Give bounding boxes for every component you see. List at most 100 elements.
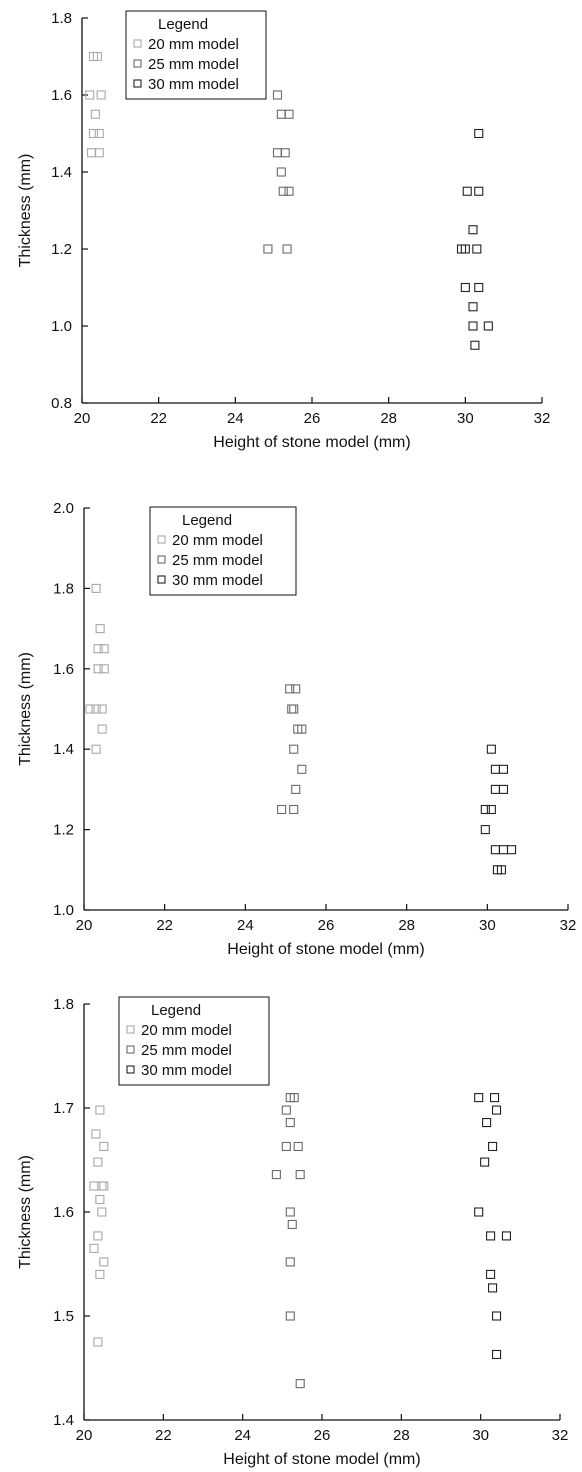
x-tick-label: 24 <box>234 1427 251 1444</box>
series-1 <box>85 583 109 754</box>
series-2 <box>263 90 294 254</box>
data-point <box>89 1181 99 1191</box>
data-point <box>291 684 301 694</box>
data-point <box>297 764 307 774</box>
data-point <box>276 167 286 177</box>
legend-box <box>118 996 270 1086</box>
data-point <box>490 764 500 774</box>
x-tick-label: 20 <box>76 1427 93 1444</box>
data-point <box>480 804 490 815</box>
data-point <box>468 302 478 312</box>
x-tick-label: 26 <box>318 917 335 934</box>
y-tick-label: 1.8 <box>53 580 74 597</box>
data-point <box>285 684 295 694</box>
x-tick-label: 28 <box>380 410 397 427</box>
data-point <box>491 1349 502 1360</box>
x-tick-label: 24 <box>237 917 254 934</box>
x-tick-label: 32 <box>534 410 551 427</box>
data-point <box>297 724 307 734</box>
data-point <box>88 128 99 139</box>
data-point <box>97 704 107 714</box>
data-point <box>490 784 500 794</box>
legend-box <box>149 506 297 596</box>
data-point <box>460 282 470 293</box>
data-point <box>287 704 297 714</box>
data-point <box>94 128 104 139</box>
x-tick-label: 30 <box>479 917 496 934</box>
y-tick-label: 1.6 <box>53 661 74 678</box>
data-point <box>289 744 299 754</box>
data-point <box>96 90 106 100</box>
legend-marker <box>133 39 142 48</box>
y-tick-label: 1.5 <box>53 1308 74 1325</box>
legend-marker <box>126 1045 135 1054</box>
legend-entry: 30 mm model <box>141 1062 232 1079</box>
y-tick-label: 1.7 <box>53 1100 74 1117</box>
data-point <box>486 744 496 754</box>
data-point <box>462 186 472 196</box>
y-tick-label: 1.8 <box>53 996 74 1013</box>
data-point <box>277 804 287 815</box>
data-point <box>263 244 273 254</box>
data-point <box>498 845 509 855</box>
data-point <box>474 1207 484 1217</box>
legend-entry: 30 mm model <box>148 76 239 93</box>
data-point <box>99 1181 109 1191</box>
data-point <box>483 321 493 331</box>
y-tick-label: 1.2 <box>51 241 72 258</box>
y-tick-label: 0.8 <box>51 395 72 412</box>
data-point <box>93 1157 103 1167</box>
y-tick-label: 1.4 <box>51 164 72 181</box>
data-point <box>281 1141 291 1152</box>
data-point <box>276 109 286 119</box>
legend: Legend 20 mm model 25 mm model 30 mm model <box>125 10 267 100</box>
data-point <box>489 1093 500 1103</box>
legend-entry: 25 mm model <box>141 1042 232 1059</box>
data-point <box>482 1118 492 1128</box>
data-point <box>272 148 283 158</box>
series-2 <box>271 1093 305 1389</box>
data-point <box>97 1181 107 1191</box>
scatter-chart-3: 20 22 24 26 28 30 32 1.4 1.5 1.6 1.7 1.8 Height of s… <box>17 996 569 1468</box>
data-point <box>93 1231 103 1241</box>
data-point <box>278 186 288 196</box>
y-tick-label: 2.0 <box>53 500 74 517</box>
x-axis-label: Height of stone model (mm) <box>227 941 424 958</box>
legend-entry: 20 mm model <box>148 36 239 53</box>
data-point <box>99 644 109 654</box>
legend-marker <box>157 575 166 584</box>
data-point <box>271 1170 281 1180</box>
legend-title: Legend <box>151 1002 201 1019</box>
y-axis-label: Thickness (mm) <box>17 154 34 268</box>
series-2 <box>277 684 307 815</box>
data-point <box>491 1311 502 1321</box>
scatter-chart-1: 20 22 24 26 28 30 32 0.8 1.0 1.2 1.4 1.6 1.8 Height o… <box>17 10 551 451</box>
data-point <box>293 1141 303 1152</box>
data-point <box>486 1231 496 1241</box>
data-point <box>295 1170 305 1180</box>
x-axis-label: Height of stone model (mm) <box>213 434 410 451</box>
data-point <box>468 225 478 235</box>
data-point <box>285 1257 295 1267</box>
legend-entry: 30 mm model <box>172 572 263 589</box>
data-point <box>498 784 509 794</box>
legend-marker <box>126 1025 135 1034</box>
data-point <box>474 282 484 293</box>
legend-marker <box>157 535 166 544</box>
series-3 <box>474 1093 512 1360</box>
data-point <box>486 804 496 815</box>
legend-entry: 25 mm model <box>172 552 263 569</box>
data-point <box>468 321 478 331</box>
data-point <box>285 1207 295 1217</box>
data-point <box>472 244 482 254</box>
y-tick-label: 1.0 <box>51 318 72 335</box>
data-point <box>496 865 507 875</box>
x-tick-label: 32 <box>552 1427 569 1444</box>
data-point <box>89 1243 99 1253</box>
data-point <box>91 583 101 593</box>
data-point <box>93 664 103 674</box>
legend: Legend 20 mm model 25 mm model 30 mm model <box>118 996 270 1086</box>
y-axis-label: Thickness (mm) <box>17 1155 34 1269</box>
data-point <box>99 1257 109 1267</box>
data-point <box>91 704 101 714</box>
